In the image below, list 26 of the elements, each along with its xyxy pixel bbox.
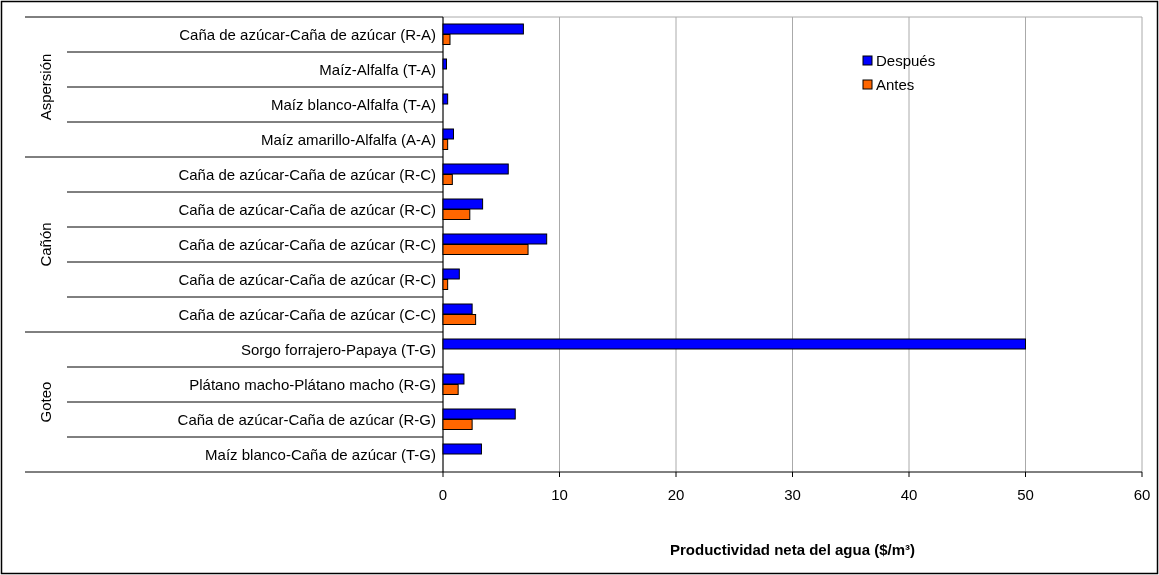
legend-label: Antes — [876, 76, 915, 94]
y-tick-label: Caña de azúcar-Caña de azúcar (R-C) — [178, 235, 436, 253]
y-tick-label: Maíz amarillo-Alfalfa (A-A) — [260, 130, 436, 148]
y-tick-label: Caña de azúcar-Caña de azúcar (R-A) — [179, 25, 436, 43]
y-tick-label: Sorgo forrajero-Papaya (T-G) — [240, 340, 436, 358]
x-tick-label: 60 — [1133, 486, 1151, 503]
y-tick-label: Maíz-Alfalfa (T-A) — [319, 60, 436, 78]
x-tick-label: 0 — [438, 486, 448, 503]
y-tick-label: Caña de azúcar-Caña de azúcar (R-C) — [178, 200, 436, 218]
y-tick-label: Maíz blanco-Alfalfa (T-A) — [270, 95, 436, 113]
x-tick-label: 30 — [784, 486, 801, 503]
x-tick-label: 40 — [900, 486, 918, 503]
x-tick-label: 20 — [667, 486, 685, 503]
text: Aspersión — [37, 53, 55, 121]
y-tick-label: Caña de azúcar-Caña de azúcar (R-C) — [178, 270, 436, 288]
x-tick-label: 50 — [1017, 486, 1034, 503]
x-tick-label: 10 — [551, 486, 568, 503]
y-tick-label: Maíz blanco-Caña de azúcar (T-G) — [205, 445, 436, 463]
y-tick-label: Plátano macho-Plátano macho (R-G) — [189, 375, 436, 393]
text: Cañón — [37, 222, 55, 267]
y-tick-label: Caña de azúcar-Caña de azúcar (C-C) — [178, 305, 436, 323]
text: Goteo — [37, 381, 55, 423]
x-axis-title: Productividad neta del agua ($/m³) — [669, 541, 916, 558]
legend-label: Después — [876, 52, 936, 70]
y-tick-label: Caña de azúcar-Caña de azúcar (R-G) — [177, 410, 436, 428]
y-tick-label: Caña de azúcar-Caña de azúcar (R-C) — [178, 165, 436, 183]
